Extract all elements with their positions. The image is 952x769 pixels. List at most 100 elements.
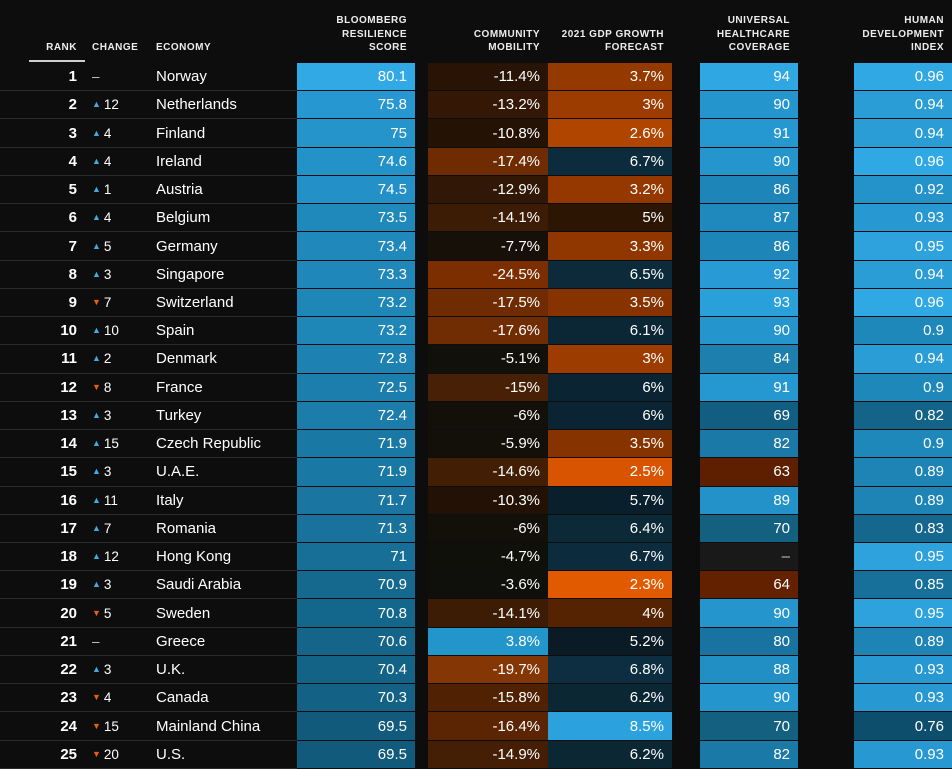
change-value: 3 bbox=[103, 407, 112, 423]
column-gap bbox=[415, 741, 428, 769]
up-arrow-icon: ▲ bbox=[92, 664, 101, 675]
gdp-cell: 5% bbox=[548, 204, 672, 233]
gdp-cell: 3.3% bbox=[548, 232, 672, 261]
up-arrow-icon: ▲ bbox=[92, 438, 101, 449]
table-row: 10 ▲ 10 Spain 73.2 -17.6% 6.1% 90 0.9 bbox=[0, 317, 952, 346]
column-gap bbox=[798, 487, 854, 515]
change-value: 3 bbox=[103, 662, 112, 678]
gdp-cell: 5.2% bbox=[548, 627, 672, 656]
change-value: 1 bbox=[103, 182, 112, 198]
mobility-cell: -10.3% bbox=[428, 486, 548, 515]
economy-cell: Netherlands bbox=[150, 91, 297, 120]
column-gap bbox=[798, 317, 854, 345]
healthcare-cell: 90 bbox=[700, 317, 798, 346]
down-arrow-icon: ▼ bbox=[92, 720, 101, 731]
hdi-cell: 0.89 bbox=[854, 486, 952, 515]
score-cell: 72.8 bbox=[297, 345, 415, 374]
economy-cell: Saudi Arabia bbox=[150, 571, 297, 600]
column-gap bbox=[672, 571, 700, 599]
score-cell: 70.6 bbox=[297, 627, 415, 656]
healthcare-cell: 86 bbox=[700, 175, 798, 205]
up-arrow-icon: ▲ bbox=[92, 409, 101, 420]
header-gap-2 bbox=[672, 0, 700, 63]
rank-cell: 2 bbox=[0, 91, 85, 120]
column-gap bbox=[415, 148, 428, 176]
column-gap bbox=[672, 261, 700, 289]
column-gap bbox=[415, 684, 428, 712]
change-value: 4 bbox=[103, 125, 112, 141]
hdi-cell: 0.83 bbox=[854, 514, 952, 543]
rank-cell: 21 bbox=[0, 628, 85, 656]
column-gap bbox=[415, 458, 428, 486]
healthcare-cell: 94 bbox=[700, 63, 798, 92]
gdp-cell: 6.5% bbox=[548, 260, 672, 289]
score-cell: 70.8 bbox=[297, 599, 415, 628]
change-value: 4 bbox=[103, 153, 112, 169]
table-row: 20 ▼ 5 Sweden 70.8 -14.1% 4% 90 0.95 bbox=[0, 599, 952, 628]
column-gap bbox=[672, 402, 700, 430]
healthcare-cell: 89 bbox=[700, 486, 798, 515]
down-arrow-icon: ▼ bbox=[92, 692, 101, 703]
mobility-cell: -5.9% bbox=[428, 430, 548, 459]
change-cell: ▼ 4 bbox=[85, 684, 150, 713]
mobility-cell: -3.6% bbox=[428, 571, 548, 600]
column-gap bbox=[798, 684, 854, 712]
column-gap bbox=[672, 176, 700, 204]
economy-cell: U.K. bbox=[150, 656, 297, 685]
column-gap bbox=[798, 571, 854, 599]
rank-cell: 1 bbox=[0, 63, 85, 92]
rank-header-label: RANK bbox=[46, 41, 77, 53]
change-cell: ▲ 3 bbox=[85, 402, 150, 431]
rank-cell: 4 bbox=[0, 148, 85, 176]
column-gap bbox=[415, 487, 428, 515]
column-gap bbox=[798, 63, 854, 91]
score-cell: 72.5 bbox=[297, 373, 415, 402]
up-arrow-icon: ▲ bbox=[92, 353, 101, 364]
score-cell: 75.8 bbox=[297, 91, 415, 120]
economy-cell: Czech Republic bbox=[150, 430, 297, 459]
header-gap-1 bbox=[415, 0, 428, 63]
column-gap bbox=[798, 289, 854, 317]
mobility-cell: -19.7% bbox=[428, 655, 548, 685]
column-header-healthcare-coverage: UNIVERSAL HEALTHCARE COVERAGE bbox=[716, 15, 790, 53]
healthcare-cell: 88 bbox=[700, 655, 798, 685]
hdi-cell: 0.93 bbox=[854, 204, 952, 233]
table-row: 16 ▲ 11 Italy 71.7 -10.3% 5.7% 89 0.89 bbox=[0, 486, 952, 515]
mobility-cell: 3.8% bbox=[428, 627, 548, 656]
economy-cell: Turkey bbox=[150, 402, 297, 431]
score-cell: 69.5 bbox=[297, 740, 415, 769]
gdp-cell: 2.3% bbox=[548, 571, 672, 600]
economy-cell: Germany bbox=[150, 232, 297, 261]
score-cell: 70.3 bbox=[297, 684, 415, 713]
column-gap bbox=[798, 119, 854, 147]
rank-cell: 11 bbox=[0, 345, 85, 374]
score-cell: 73.4 bbox=[297, 232, 415, 261]
up-arrow-icon: ▲ bbox=[92, 240, 101, 251]
column-gap bbox=[672, 712, 700, 740]
change-value: 7 bbox=[103, 294, 112, 310]
table-row: 25 ▼ 20 U.S. 69.5 -14.9% 6.2% 82 0.93 bbox=[0, 740, 952, 769]
table-row: 7 ▲ 5 Germany 73.4 -7.7% 3.3% 86 0.95 bbox=[0, 232, 952, 261]
gdp-cell: 6.2% bbox=[548, 684, 672, 713]
table-row: 1– Norway 80.1 -11.4% 3.7% 94 0.96 bbox=[0, 63, 952, 92]
column-gap bbox=[415, 63, 428, 91]
change-value: 4 bbox=[103, 210, 112, 226]
mobility-cell: -14.1% bbox=[428, 599, 548, 628]
column-gap bbox=[798, 345, 854, 373]
column-gap bbox=[672, 63, 700, 91]
economy-cell: Denmark bbox=[150, 345, 297, 374]
column-gap bbox=[672, 628, 700, 656]
column-gap bbox=[672, 91, 700, 119]
down-arrow-icon: ▼ bbox=[92, 607, 101, 618]
change-cell: ▲ 5 bbox=[85, 232, 150, 261]
hdi-cell: 0.9 bbox=[854, 317, 952, 346]
down-arrow-icon: ▼ bbox=[92, 296, 101, 307]
column-gap bbox=[415, 232, 428, 260]
healthcare-cell: 92 bbox=[700, 260, 798, 289]
gdp-cell: 6.8% bbox=[548, 655, 672, 685]
change-value: 5 bbox=[103, 605, 112, 621]
column-header-community-mobility: COMMUNITY MOBILITY bbox=[473, 28, 540, 53]
rank-cell: 18 bbox=[0, 543, 85, 572]
column-gap bbox=[672, 289, 700, 317]
